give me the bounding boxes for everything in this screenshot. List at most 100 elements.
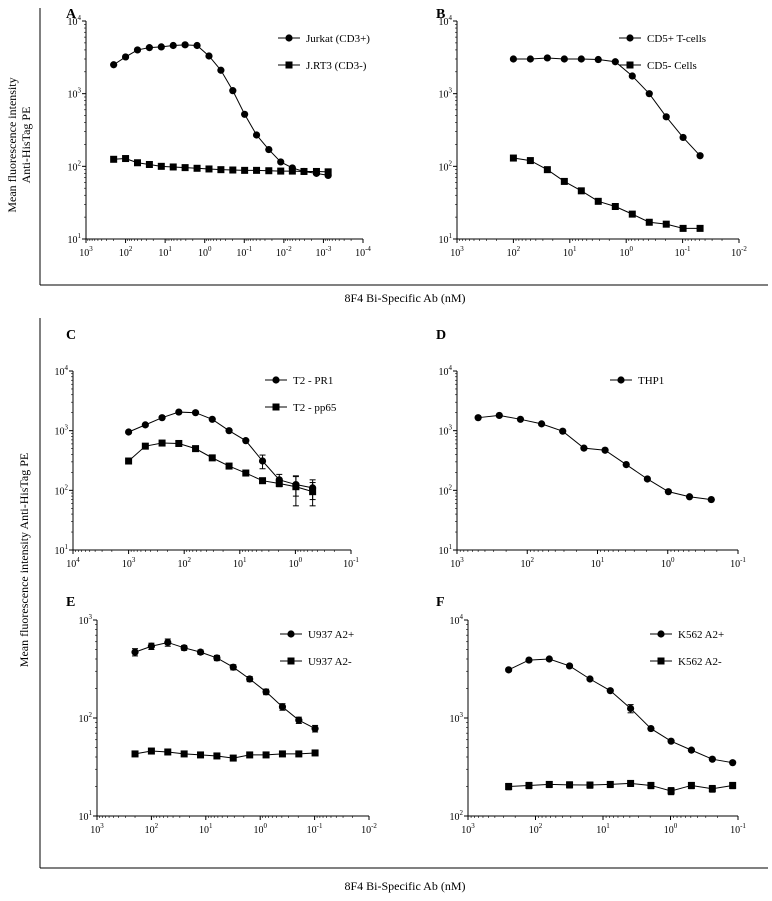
data-point-a-square-1: [133, 159, 141, 167]
x-tick-label-d: 101: [591, 556, 605, 570]
data-point-d-circle-0: [559, 427, 567, 435]
data-point-e-square-1: [164, 748, 172, 756]
legend-marker-e-circle-0: [287, 630, 295, 638]
y-tick-label-a: 102: [68, 159, 82, 173]
x-tick-label-b: 10-2: [731, 245, 747, 259]
data-point-a-circle-0: [193, 41, 201, 50]
bottom-y-label: Mean fluorescence intensity Anti-HisTag …: [17, 453, 31, 667]
y-tick-label-d: 103: [439, 424, 453, 438]
x-tick-label-e: 10-2: [361, 822, 377, 836]
x-tick-label-a: 10-1: [236, 245, 252, 259]
x-tick-label-c: 101: [233, 556, 247, 570]
x-tick-label-b: 101: [563, 245, 577, 259]
x-tick-label-c: 10-1: [343, 556, 359, 570]
x-tick-label-d: 103: [450, 556, 464, 570]
data-point-e-circle-0: [131, 648, 139, 656]
data-point-b-circle-0: [594, 55, 602, 64]
data-point-b-square-1: [509, 154, 517, 162]
legend-label-f-circle-0: K562 A2+: [678, 629, 724, 641]
data-point-f-square-1: [729, 781, 737, 789]
x-tick-label-b: 103: [450, 245, 464, 259]
data-point-e-square-1: [246, 751, 254, 759]
data-point-e-square-1: [213, 752, 221, 760]
data-point-a-circle-0: [110, 61, 118, 69]
data-point-b-circle-0: [543, 54, 551, 62]
data-point-f-circle-0: [687, 746, 696, 754]
series-line-c-circle-0: [128, 411, 313, 489]
x-tick-label-f: 102: [529, 822, 543, 836]
x-tick-label-e: 103: [90, 822, 104, 836]
data-point-f-square-1: [627, 779, 635, 787]
y-tick-label-e: 102: [79, 711, 93, 725]
data-point-a-square-1: [193, 164, 201, 172]
data-point-a-square-1: [110, 155, 118, 163]
data-point-a-circle-0: [217, 66, 225, 74]
data-point-a-circle-0: [229, 87, 237, 95]
data-point-c-square-1: [125, 457, 133, 465]
data-point-e-circle-0: [213, 654, 221, 662]
x-tick-label-a: 10-4: [355, 245, 371, 259]
data-point-c-square-1: [225, 462, 233, 470]
y-tick-label-c: 104: [55, 364, 69, 378]
x-tick-label-d: 100: [661, 556, 675, 570]
data-point-e-circle-0: [147, 642, 155, 650]
y-tick-label-b: 101: [439, 232, 453, 246]
data-point-d-circle-0: [622, 460, 630, 469]
data-point-e-square-1: [180, 750, 188, 758]
data-point-a-circle-0: [205, 52, 213, 60]
y-tick-label-f: 103: [450, 711, 464, 725]
data-point-f-circle-0: [627, 704, 635, 713]
data-point-e-square-1: [295, 750, 303, 758]
data-point-b-square-1: [679, 224, 687, 232]
data-point-f-circle-0: [708, 755, 716, 763]
data-point-a-square-1: [253, 166, 261, 174]
legend-marker-c-square-1: [272, 403, 280, 411]
data-point-b-circle-0: [645, 90, 653, 98]
data-point-e-square-1: [197, 751, 205, 759]
data-point-b-square-1: [526, 157, 534, 165]
data-point-a-square-1: [241, 166, 249, 174]
y-tick-label-a: 104: [68, 14, 82, 28]
data-point-b-circle-0: [577, 55, 585, 63]
data-point-a-square-1: [157, 162, 165, 170]
data-point-d-circle-0: [495, 411, 503, 420]
data-point-b-square-1: [645, 218, 653, 226]
legend-label-c-square-1: T2 - pp65: [293, 402, 337, 414]
series-line-b-square-1: [513, 157, 701, 229]
data-point-a-square-1: [205, 165, 213, 173]
data-point-c-circle-0: [225, 427, 233, 435]
panel-letter-c: C: [66, 328, 76, 343]
legend-label-a-circle-0: Jurkat (CD3+): [306, 33, 370, 45]
x-tick-label-e: 100: [253, 822, 267, 836]
data-point-d-circle-0: [474, 414, 482, 422]
data-point-f-square-1: [525, 781, 533, 789]
data-point-a-square-1: [181, 164, 189, 172]
data-point-d-circle-0: [643, 475, 651, 483]
x-tick-label-c: 100: [289, 556, 303, 570]
series-line-f-square-1: [508, 782, 733, 792]
x-tick-label-f: 100: [664, 822, 678, 836]
legend-label-e-circle-0: U937 A2+: [308, 629, 354, 641]
series-line-c-square-1: [128, 442, 313, 493]
data-point-b-circle-0: [526, 55, 534, 63]
series-line-d-circle-0: [478, 414, 712, 501]
data-point-e-circle-0: [311, 724, 319, 733]
x-tick-label-a: 103: [79, 245, 93, 259]
data-point-c-circle-0: [208, 415, 216, 423]
x-tick-label-d: 102: [521, 556, 535, 570]
data-point-a-square-1: [169, 163, 177, 171]
legend-label-c-circle-0: T2 - PR1: [293, 375, 333, 387]
legend-marker-a-circle-0: [285, 34, 293, 42]
y-tick-label-c: 101: [55, 543, 69, 557]
data-point-c-circle-0: [258, 457, 267, 465]
data-point-c-square-1: [175, 439, 183, 447]
panel-e: E 103 102 101 100 10-1 10-2 101 102 103 U937 A2+ U9…: [66, 595, 377, 836]
top-x-label: 8F4 Bi-Specific Ab (nM): [345, 291, 466, 305]
data-point-a-circle-0: [181, 41, 189, 49]
legend-label-a-square-1: J.RT3 (CD3-): [306, 60, 367, 72]
data-point-a-square-1: [288, 167, 296, 175]
data-point-d-circle-0: [516, 415, 525, 423]
data-point-d-circle-0: [601, 446, 609, 454]
data-point-f-circle-0: [647, 724, 655, 733]
